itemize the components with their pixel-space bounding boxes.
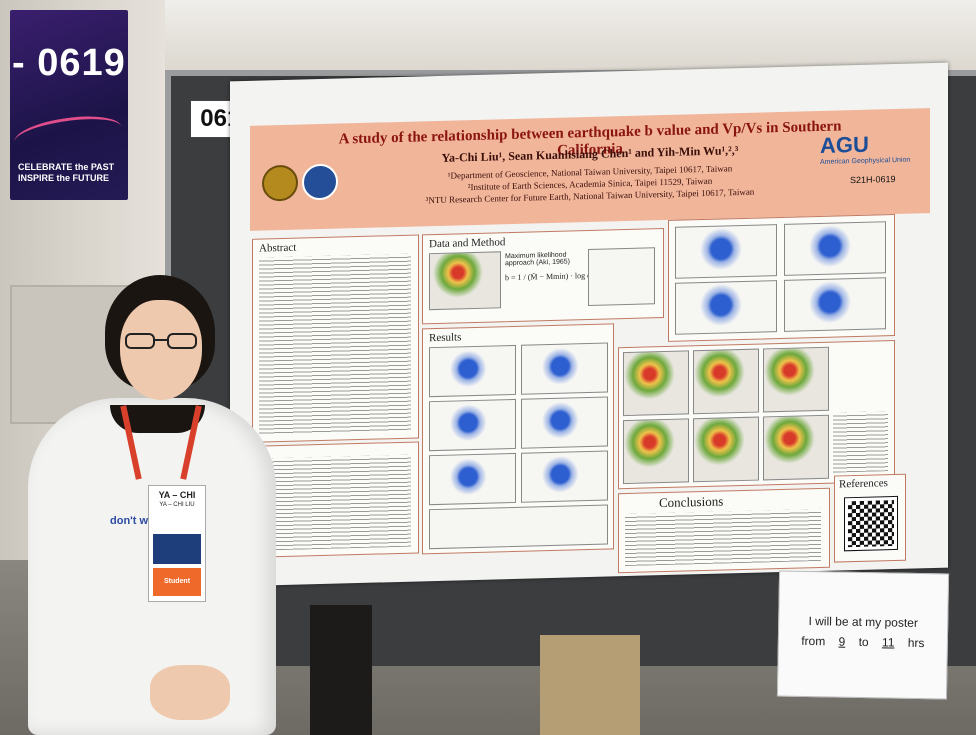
study-area-map (429, 251, 501, 311)
b-value-map (763, 346, 829, 413)
sign-line-2: from 9 to 11 hrs (779, 634, 947, 651)
sign-line-1: I will be at my poster (808, 614, 919, 630)
results-heading: Results (429, 331, 462, 345)
presenter-face (120, 300, 202, 400)
data-method-panel: Data and Method Maximum likelihood appro… (422, 228, 664, 325)
poster-header: A study of the relationship between eart… (250, 108, 930, 231)
b-value-map (763, 414, 829, 481)
event-banner (10, 10, 128, 200)
abstract-heading: Abstract (259, 241, 297, 255)
badge-role: Student (163, 578, 191, 585)
badge-subname: YA – CHI LIU (159, 502, 195, 508)
scatter-plot (784, 277, 886, 332)
poster: A study of the relationship between eart… (230, 62, 948, 587)
background-ceiling (165, 0, 976, 70)
banner-tagline: CELEBRATE the PAST INSPIRE the FUTURE (18, 162, 115, 183)
background-person-legs (310, 605, 372, 735)
scatter-plot (429, 344, 516, 398)
scatter-plot (675, 280, 777, 335)
results-panel: Results (422, 323, 614, 555)
introduction-text (259, 454, 411, 551)
grid-diagram (588, 247, 655, 307)
scatter-plot (521, 342, 608, 395)
method-subtitle: Maximum likelihood approach (Aki, 1965) (505, 251, 570, 268)
b-value-maps-panel (618, 339, 895, 490)
poster-code: S21H-0619 (850, 173, 896, 186)
references-panel: References (834, 473, 906, 563)
presenter-sign: I will be at my poster from 9 to 11 hrs (776, 570, 950, 700)
vp-vs-plots-panel (668, 213, 895, 342)
method-formula: b = 1 / (M̄ − Mmin) · log e (505, 270, 591, 283)
scatter-plot (521, 396, 608, 449)
background-person-legs (540, 635, 640, 735)
sign-unit: hrs (907, 635, 925, 651)
abstract-text (259, 253, 411, 436)
scatter-plot-bottom (429, 504, 608, 550)
presenter-hands (150, 665, 230, 720)
banner-number: - 0619 (12, 42, 126, 84)
references-heading: References (839, 477, 888, 491)
agu-logo-sub: American Geophysical Union (820, 156, 911, 166)
name-badge: YA – CHI YA – CHI LIU Student (148, 485, 206, 602)
ntu-seal-icon (262, 164, 298, 202)
sign-start: 9 (838, 634, 846, 649)
sign-to: to (858, 634, 869, 650)
agu-logo: AGU (820, 131, 869, 158)
b-value-map (693, 348, 759, 415)
abstract-panel: Abstract (252, 234, 419, 443)
badge-role-band (153, 568, 201, 596)
badge-name: YA – CHI (158, 490, 196, 500)
scatter-plot (429, 452, 516, 506)
qr-code-icon (844, 495, 898, 552)
conclusions-panel: Conclusions (618, 487, 830, 574)
sign-end: 11 (881, 635, 895, 650)
conclusions-text (625, 508, 821, 567)
b-value-map (623, 418, 689, 485)
data-method-heading: Data and Method (429, 236, 506, 251)
scatter-plot (784, 221, 886, 276)
scatter-plot (675, 224, 777, 279)
glasses-icon (125, 333, 197, 349)
figure-caption (833, 411, 888, 473)
sign-from: from (801, 633, 826, 649)
conclusions-heading: Conclusions (659, 493, 724, 511)
badge-graphic (153, 534, 201, 564)
b-value-map (623, 350, 689, 417)
scatter-plot (521, 450, 608, 503)
introduction-panel (252, 441, 419, 558)
scatter-plot (429, 398, 516, 452)
b-value-map (693, 416, 759, 483)
